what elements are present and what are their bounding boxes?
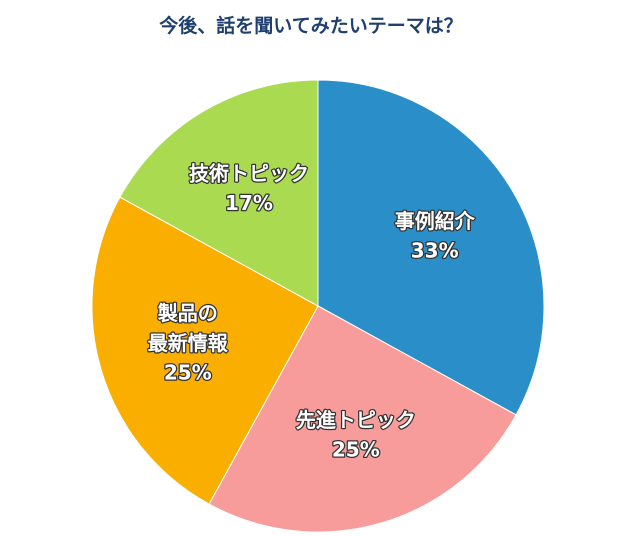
pie-slice [119, 79, 319, 307]
label-line: 事例紹介 [395, 208, 476, 232]
value-label: 25% [332, 438, 380, 462]
pie-slice [208, 305, 517, 533]
label-line: 先進トピック [296, 408, 416, 432]
value-label: 17% [225, 191, 273, 215]
pie-slice [91, 196, 319, 505]
slice-label: 技術トピック [189, 161, 309, 185]
label-line: 製品の [158, 300, 218, 324]
chart-title: 今後、話を聞いてみたいテーマは？ [158, 14, 462, 37]
slice-label: 先進トピック [296, 408, 416, 432]
value-label: 33% [411, 238, 459, 262]
slice-label: 製品の最新情報 [148, 300, 229, 354]
value-label: 25% [164, 360, 212, 384]
label-line: 最新情報 [148, 330, 229, 354]
slice-label: 事例紹介 [395, 208, 476, 232]
label-line: 技術トピック [189, 161, 309, 185]
pie-slice [317, 79, 545, 416]
